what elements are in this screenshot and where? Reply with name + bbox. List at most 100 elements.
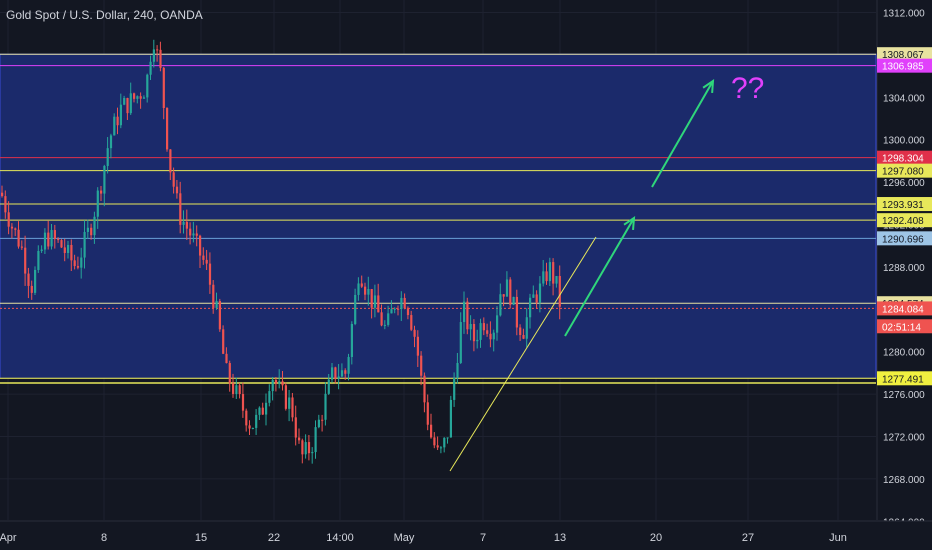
candle — [340, 370, 344, 377]
candle — [420, 355, 423, 376]
candle — [133, 93, 136, 99]
candle — [232, 383, 235, 394]
candle — [393, 308, 396, 310]
price-tick-label: 1272.000 — [883, 433, 925, 444]
candle — [406, 308, 410, 316]
candle — [433, 437, 436, 446]
time-tick-label: 14:00 — [326, 532, 354, 544]
candle — [499, 294, 502, 316]
candle — [255, 414, 258, 428]
candle — [20, 246, 23, 248]
candle — [324, 393, 327, 420]
candle — [327, 379, 330, 394]
candle — [238, 385, 241, 395]
candle — [430, 424, 433, 438]
candle — [103, 165, 106, 194]
candle — [129, 93, 132, 114]
price-label-box — [877, 301, 932, 316]
candle — [265, 402, 268, 415]
candle — [14, 228, 17, 230]
candle — [96, 190, 99, 217]
candle — [486, 330, 489, 334]
time-tick-label: May — [394, 532, 415, 544]
candle — [403, 297, 406, 309]
candle — [205, 259, 208, 264]
time-tick-label: 7 — [480, 532, 486, 544]
candle — [136, 96, 139, 99]
chart-title: Gold Spot / U.S. Dollar, 240, OANDA — [6, 8, 203, 22]
candle — [354, 294, 357, 324]
candle — [426, 402, 429, 425]
candle — [542, 271, 545, 284]
candle — [301, 440, 304, 455]
candle — [555, 276, 558, 284]
price-label-box — [877, 213, 932, 228]
arrow-up-1-head — [623, 216, 636, 231]
candle — [195, 233, 198, 236]
arrow-up-1 — [564, 217, 635, 337]
candle — [463, 301, 466, 323]
candle — [502, 294, 505, 297]
candle — [347, 356, 350, 374]
price-label-box — [877, 150, 932, 165]
candle — [156, 49, 159, 51]
time-tick-label: 20 — [650, 532, 662, 544]
candle — [545, 271, 548, 282]
candle — [410, 315, 413, 330]
candle — [40, 249, 43, 251]
price-tick-label: 1300.000 — [883, 136, 925, 147]
candle — [350, 323, 353, 357]
price-tick-label: 1280.000 — [883, 348, 925, 359]
candle — [380, 312, 383, 326]
candle — [248, 425, 251, 429]
candle — [509, 279, 512, 305]
candle — [175, 186, 179, 194]
candle — [57, 238, 60, 241]
candle — [317, 419, 320, 428]
candle — [126, 98, 129, 114]
candle — [535, 294, 538, 303]
candle — [274, 379, 278, 384]
candle — [479, 323, 482, 340]
time-tick-label: 13 — [554, 532, 566, 544]
price-axis — [877, 0, 932, 550]
candle — [86, 227, 89, 232]
candle — [377, 295, 380, 313]
candle — [538, 283, 542, 303]
price-label-box — [877, 47, 932, 62]
candle — [106, 148, 109, 166]
candle — [529, 297, 532, 318]
candle — [7, 212, 10, 227]
candle — [364, 286, 367, 295]
candle — [93, 216, 96, 236]
candle — [50, 230, 53, 247]
candle — [47, 232, 50, 247]
price-label: 1306.985 — [882, 62, 924, 73]
candle — [199, 235, 202, 256]
price-tick-label: 1296.000 — [883, 178, 925, 189]
price-label: 1277.491 — [882, 374, 924, 385]
candle — [53, 230, 56, 239]
candle — [558, 276, 561, 307]
candle — [258, 407, 261, 415]
resistance-zone — [0, 53, 877, 379]
time-tick-label: Apr — [0, 532, 17, 544]
time-axis — [0, 521, 932, 550]
time-tick-label: 8 — [101, 532, 107, 544]
candle — [152, 49, 155, 62]
candle — [423, 375, 426, 403]
candle — [397, 308, 400, 310]
candle — [469, 324, 472, 330]
candle — [4, 196, 7, 213]
candle — [268, 391, 271, 403]
candle — [225, 353, 228, 364]
candle — [413, 329, 416, 337]
candle — [525, 317, 528, 339]
candle — [505, 279, 509, 297]
candle — [294, 417, 297, 438]
candle — [185, 221, 188, 229]
candle — [304, 442, 307, 455]
candle — [76, 266, 80, 268]
candle — [288, 397, 291, 409]
